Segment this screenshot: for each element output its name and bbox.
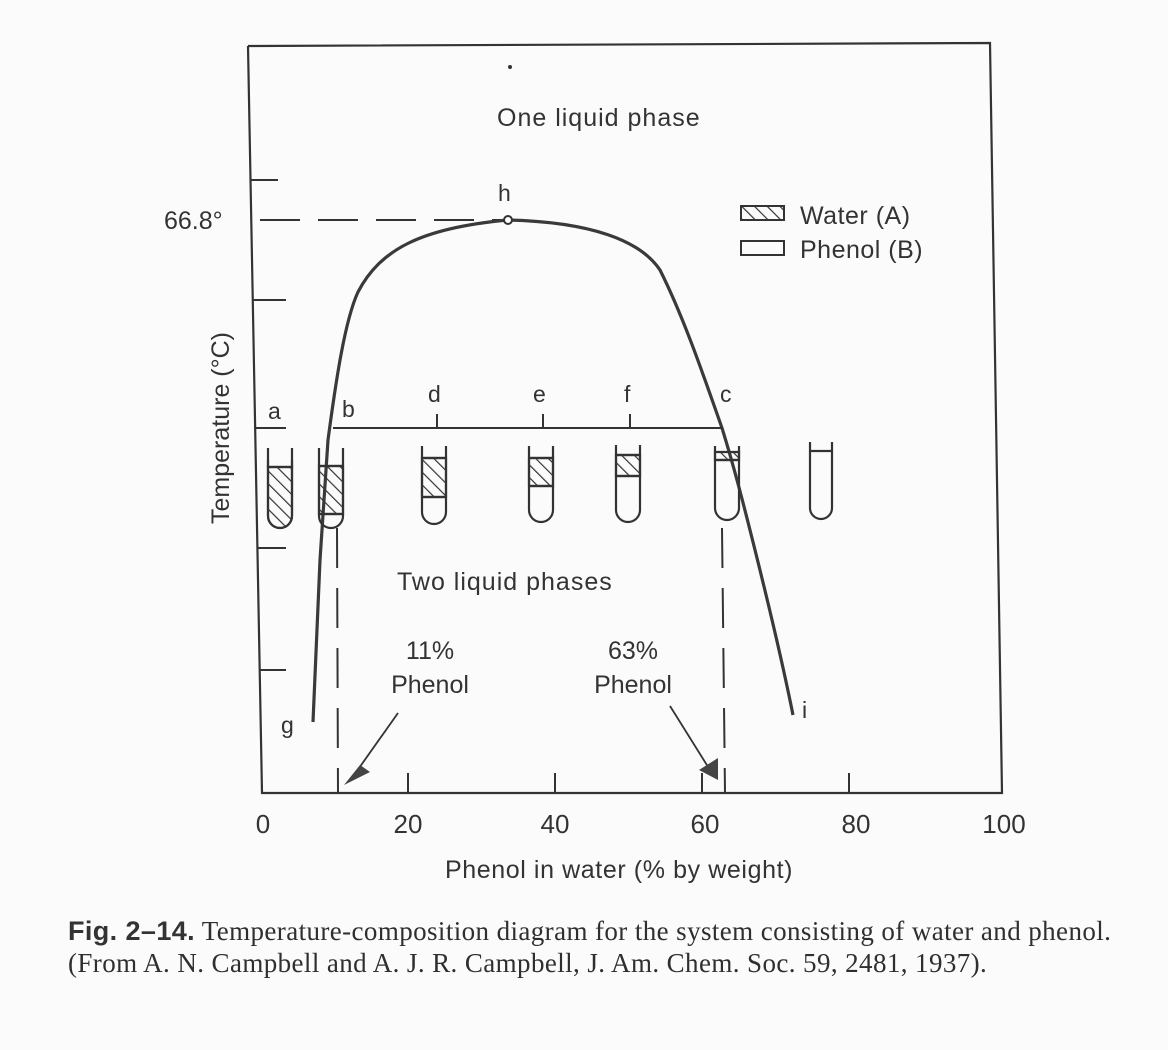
tie-line-marks <box>436 414 631 428</box>
label-i: i <box>802 697 807 723</box>
x-axis-ticks <box>407 773 850 793</box>
test-tube-e <box>527 446 555 524</box>
test-tube-phenol <box>808 442 834 521</box>
label-c: c <box>720 381 732 407</box>
x-tick-80: 80 <box>842 809 871 839</box>
label-d: d <box>428 381 441 407</box>
test-tube-a <box>266 448 294 530</box>
test-tube-f <box>614 445 642 524</box>
annotation-63-phenol: Phenol <box>594 671 672 699</box>
annotation-arrows <box>344 705 718 785</box>
y-axis-label: Temperature (°C) <box>207 332 235 524</box>
x-tick-0: 0 <box>256 809 270 839</box>
test-tube-c <box>713 446 741 522</box>
annotation-63-percent: 63% <box>608 637 658 665</box>
label-h: h <box>498 180 511 206</box>
test-tubes <box>266 442 834 530</box>
legend: Water (A) Phenol (B) <box>740 202 923 264</box>
x-tick-20: 20 <box>394 809 423 839</box>
legend-phenol-label: Phenol (B) <box>800 236 923 264</box>
plot-frame <box>246 41 1004 795</box>
critical-temperature-label: 66.8° <box>164 207 223 235</box>
x-tick-100: 100 <box>982 809 1025 839</box>
annotation-11-percent: 11% <box>406 637 454 665</box>
label-f: f <box>624 381 631 407</box>
caption-text: Temperature-composition diagram for the … <box>68 916 1112 978</box>
region-two-liquid-phases: Two liquid phases <box>397 568 613 596</box>
legend-phenol-swatch <box>740 240 785 256</box>
x-tick-60: 60 <box>691 809 720 839</box>
miscibility-curve <box>311 218 795 723</box>
legend-water-swatch <box>740 205 785 221</box>
figure-number: Fig. 2–14. <box>68 916 196 946</box>
stray-dot <box>508 65 512 69</box>
x-tick-40: 40 <box>541 809 570 839</box>
label-b: b <box>342 396 355 422</box>
critical-point-h <box>503 215 513 225</box>
x-axis-tick-labels: 0 20 40 60 80 100 <box>256 809 1026 839</box>
label-g: g <box>281 712 294 738</box>
dashed-line-63pct <box>721 527 726 794</box>
annotation-11-phenol: Phenol <box>391 671 469 699</box>
region-one-liquid-phase: One liquid phase <box>497 104 701 132</box>
legend-water-label: Water (A) <box>800 202 911 230</box>
x-axis-label: Phenol in water (% by weight) <box>445 856 793 884</box>
figure-caption: Fig. 2–14. Temperature-composition diagr… <box>68 915 1143 979</box>
test-tube-b <box>317 448 345 530</box>
test-tube-d <box>420 446 448 526</box>
label-e: e <box>533 381 546 407</box>
dashed-line-11pct <box>336 527 339 794</box>
label-a: a <box>268 398 281 424</box>
